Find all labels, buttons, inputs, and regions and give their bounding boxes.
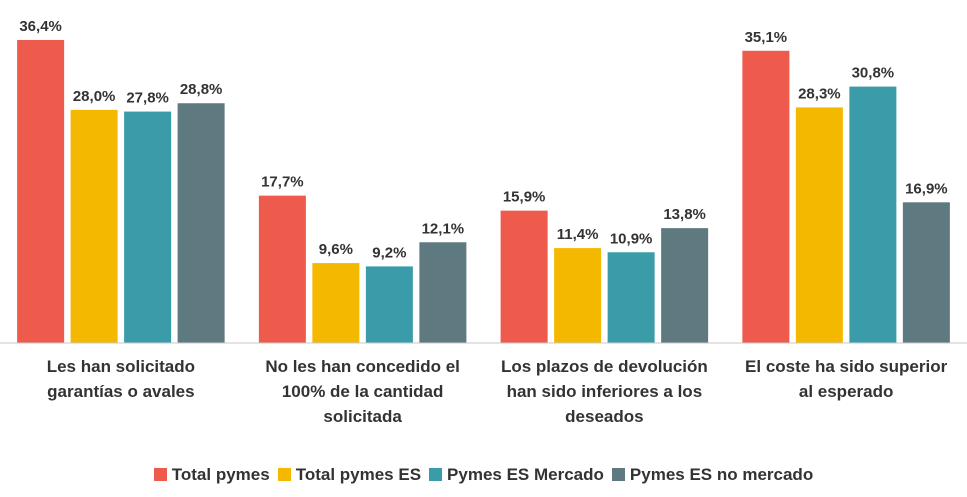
bar	[849, 86, 897, 343]
legend-item: Pymes ES Mercado	[429, 465, 604, 485]
data-label: 17,7%	[261, 174, 304, 191]
data-label: 35,1%	[745, 29, 788, 46]
legend-item: Total pymes ES	[277, 465, 422, 485]
data-label: 15,9%	[503, 189, 546, 206]
bar	[500, 210, 548, 343]
data-label: 16,9%	[905, 180, 948, 197]
bar	[312, 263, 360, 343]
bar	[902, 202, 950, 343]
data-label: 27,8%	[126, 90, 169, 107]
bar	[177, 103, 225, 344]
data-label: 36,4%	[19, 18, 62, 35]
legend-label: Total pymes	[171, 465, 270, 484]
bar	[419, 242, 467, 343]
legend-swatch	[611, 468, 625, 481]
legend-item: Total pymes	[153, 465, 270, 485]
x-tick-label: Les han solicitado garantías o avales	[46, 357, 196, 401]
bar	[17, 39, 65, 343]
bar	[742, 50, 790, 343]
legend-swatch	[153, 468, 167, 481]
legend-swatch	[429, 468, 443, 481]
data-label: 12,1%	[422, 220, 465, 237]
data-label: 9,6%	[319, 241, 353, 258]
bar	[661, 228, 709, 343]
bar	[607, 252, 655, 343]
legend-swatch	[277, 468, 291, 481]
data-label: 30,8%	[852, 65, 895, 82]
bar	[70, 109, 118, 344]
data-label: 13,8%	[663, 206, 706, 223]
bar	[554, 248, 602, 343]
legend-label: Pymes ES no mercado	[629, 465, 814, 484]
bar	[258, 195, 306, 343]
data-label: 10,9%	[610, 230, 653, 247]
legend-label: Pymes ES Mercado	[447, 465, 604, 484]
x-tick-label: Los plazos de devolución han sido inferi…	[500, 357, 708, 426]
legend: Total pymes Total pymes ES Pymes ES Mercad…	[0, 465, 967, 485]
bar	[795, 107, 843, 343]
data-label: 9,2%	[372, 244, 406, 261]
legend-item: Pymes ES no mercado	[611, 465, 814, 485]
data-label: 11,4%	[557, 226, 599, 243]
legend-label: Total pymes ES	[295, 465, 422, 484]
x-tick-label: El coste ha sido superior al esperado	[745, 357, 948, 401]
bar	[365, 266, 413, 343]
bar	[124, 111, 172, 343]
data-label: 28,8%	[180, 81, 223, 98]
x-tick-label: No les han concedido el 100% de la canti…	[265, 357, 460, 426]
data-label: 28,3%	[798, 85, 841, 102]
data-label: 28,0%	[73, 88, 116, 105]
